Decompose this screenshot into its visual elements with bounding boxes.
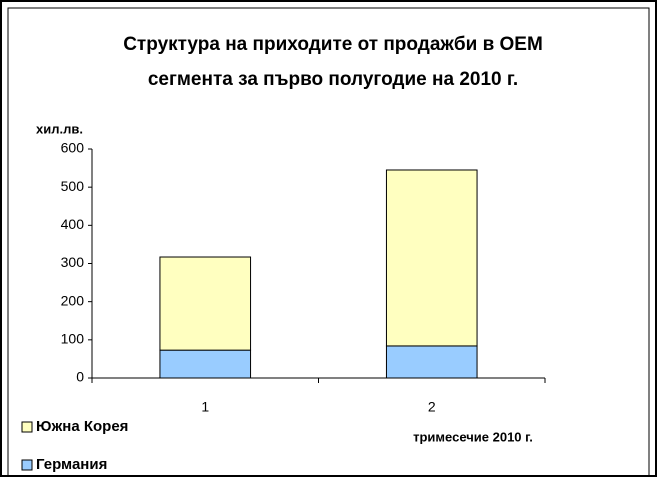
y-tick-label: 100 — [61, 331, 85, 347]
x-tick-label: 2 — [428, 399, 436, 415]
legend-swatch — [21, 421, 33, 433]
legend-swatch — [21, 459, 33, 471]
y-tick-label: 200 — [61, 292, 85, 308]
y-axis-label: хил.лв. — [36, 121, 83, 136]
legend-label: Южна Корея — [36, 418, 128, 435]
bar-segment — [385, 169, 478, 347]
bar-segment — [159, 349, 252, 379]
y-tick-label: 400 — [61, 216, 85, 232]
x-tick-label: 1 — [201, 399, 209, 415]
y-tick-label: 600 — [61, 140, 85, 156]
chart-title: Структура на приходите от продажби в ОЕМ — [123, 34, 543, 55]
bar-segment — [385, 345, 478, 379]
bar-segment — [159, 256, 252, 351]
y-tick-label: 0 — [76, 369, 84, 385]
legend-label: Германия — [36, 456, 107, 473]
y-tick-label: 500 — [61, 178, 85, 194]
x-axis-label: тримесечие 2010 г. — [413, 429, 533, 444]
chart-title: сегмента за първо полугодие на 2010 г. — [148, 69, 518, 90]
y-tick-label: 300 — [61, 254, 85, 270]
chart-frame — [7, 7, 650, 477]
